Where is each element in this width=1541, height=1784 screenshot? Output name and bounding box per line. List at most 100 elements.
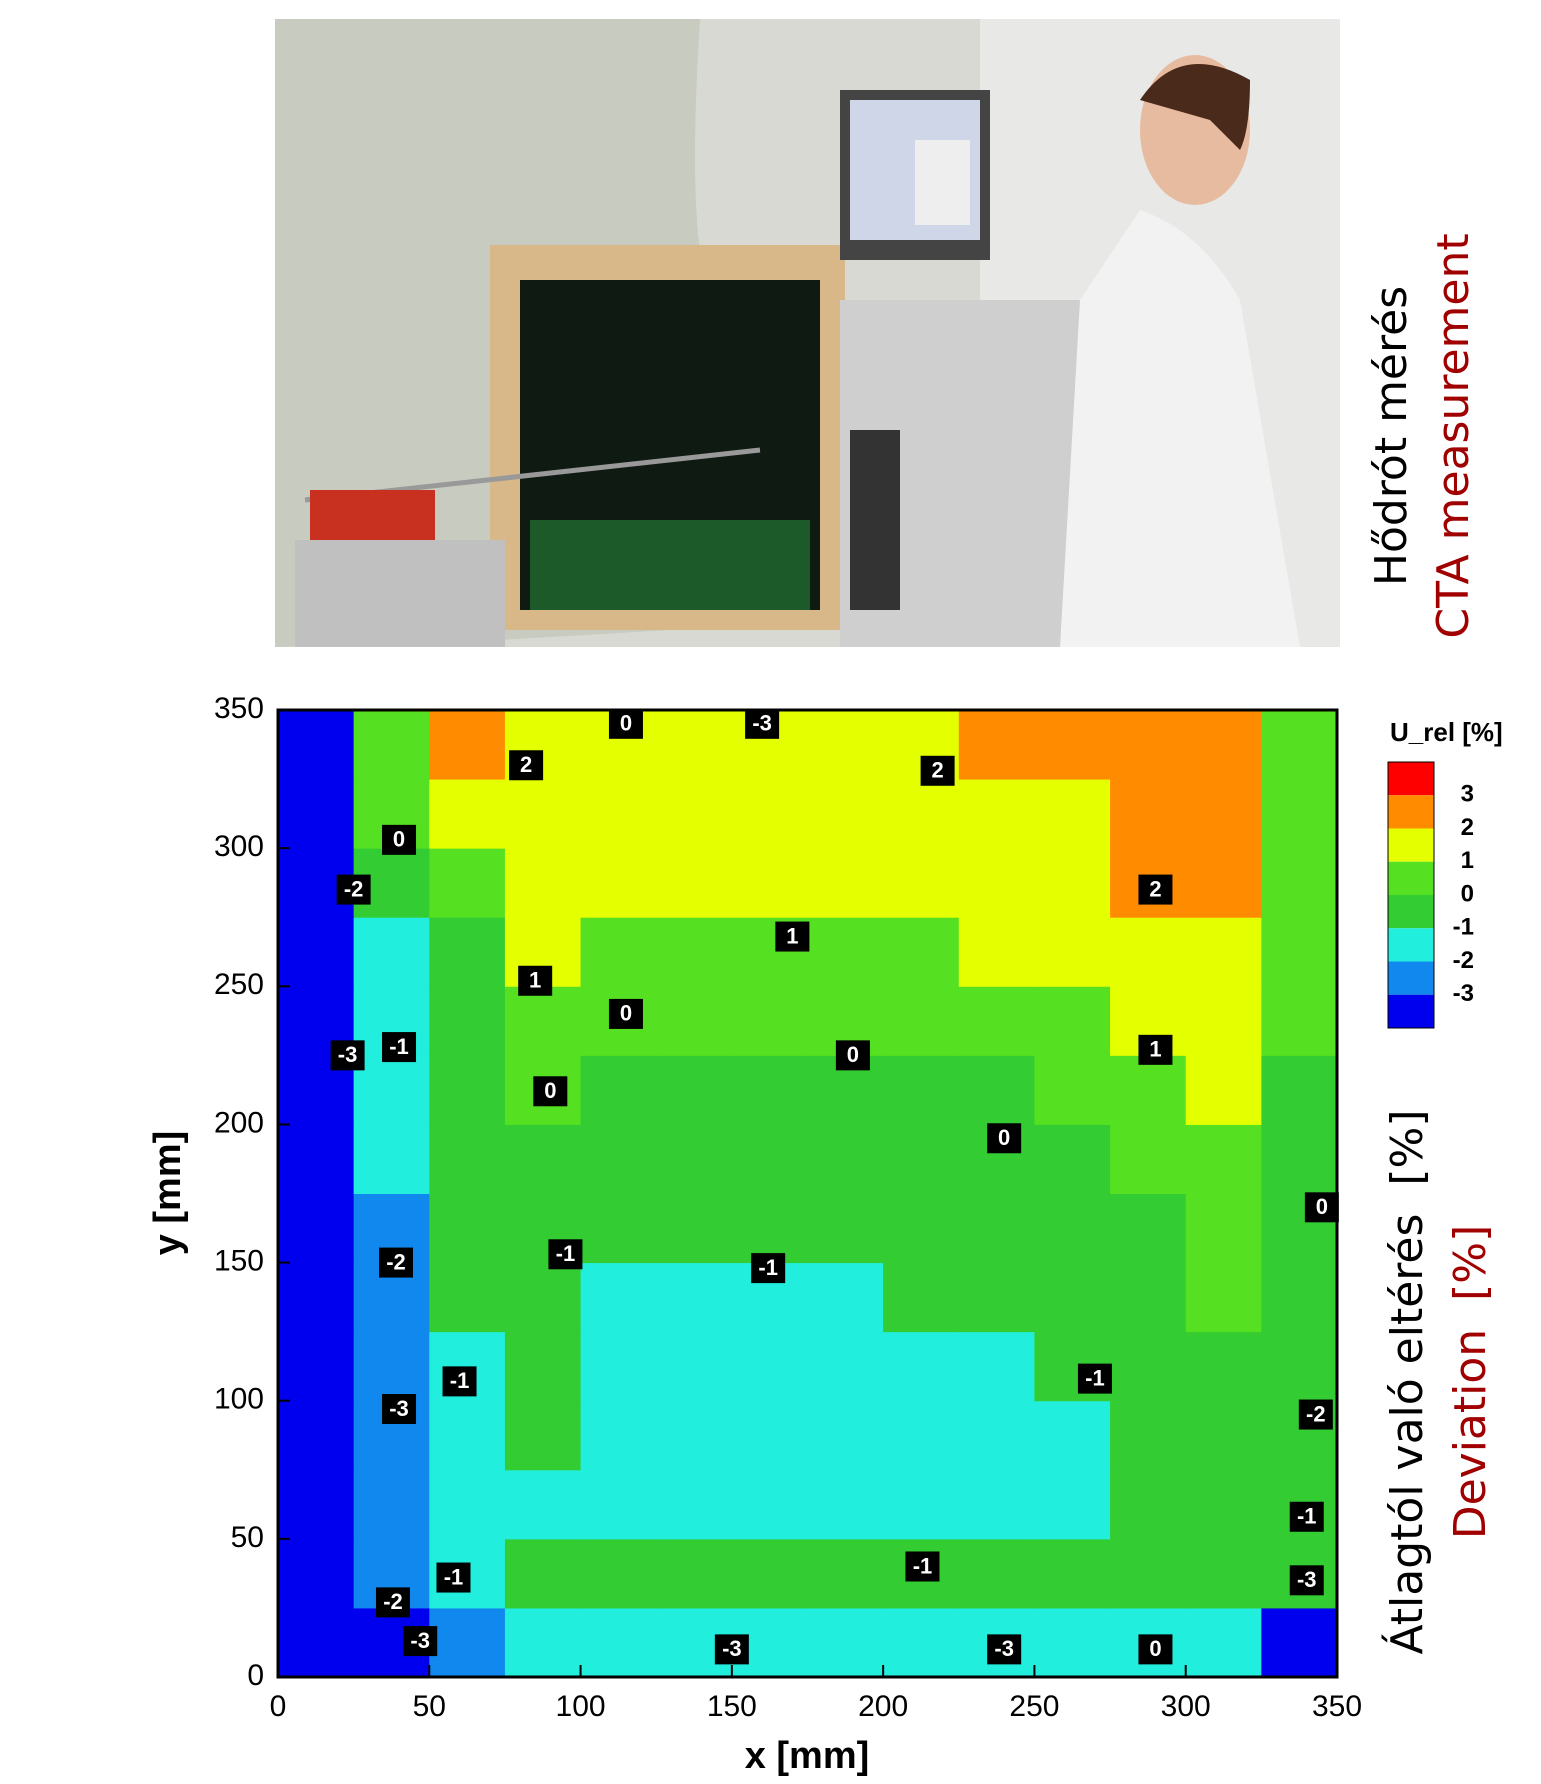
contour-cell (958, 1331, 1035, 1402)
contour-label: -3 (410, 1628, 430, 1653)
photo-caption-hu: Hődrót mérés (1366, 286, 1417, 586)
y-tick-label: 100 (214, 1383, 264, 1416)
contour-cell (1110, 1400, 1187, 1471)
contour-cell (1261, 1262, 1338, 1333)
contour-cell (429, 1124, 506, 1194)
contour-label: -3 (994, 1636, 1014, 1661)
contour-cells (278, 710, 1338, 1678)
contour-cell (883, 779, 960, 849)
contour-cell (1261, 710, 1338, 780)
colorbar-box (1388, 861, 1434, 895)
contour-label: -3 (1297, 1567, 1317, 1592)
contour-cell (731, 1469, 808, 1540)
contour-cell (278, 917, 355, 987)
contour-label-bg (745, 708, 780, 739)
contour-cell (580, 1400, 657, 1471)
contour-cell (958, 1262, 1035, 1333)
contour-cell (656, 986, 733, 1056)
contour-cell (731, 986, 808, 1056)
contour-cell (958, 710, 1035, 780)
contour-label-bg (1138, 1634, 1173, 1665)
contour-cell (278, 1469, 355, 1540)
contour-cell (1034, 1262, 1111, 1333)
contour-cell (1034, 1538, 1111, 1609)
plot-frame (276, 708, 1339, 1679)
contour-cell (1185, 1400, 1262, 1471)
contour-cell (580, 1607, 657, 1678)
contour-cell (958, 1469, 1035, 1540)
contour-cell (883, 1469, 960, 1540)
contour-label: -2 (386, 1249, 406, 1274)
contour-label: -1 (1297, 1504, 1317, 1529)
x-tick-label: 100 (556, 1690, 606, 1723)
contour-cell (1185, 986, 1262, 1056)
x-tick-label: 150 (707, 1690, 757, 1723)
contour-cell (958, 848, 1035, 918)
contour-label-bg (436, 1562, 471, 1593)
contour-label: -1 (1085, 1365, 1105, 1390)
contour-label: -1 (758, 1255, 778, 1280)
contour-cell (1261, 986, 1338, 1056)
contour-label-bg (751, 1253, 786, 1284)
contour-cell (807, 1607, 884, 1678)
contour-cell (1034, 917, 1111, 987)
colorbar-label: 2 (1461, 814, 1474, 841)
colorbar-label: -2 (1453, 947, 1474, 974)
contour-cell (1261, 848, 1338, 918)
contour-label-bg (336, 874, 371, 905)
contour-cell (504, 779, 582, 849)
contour-label-bg (920, 755, 955, 786)
contour-label: 1 (786, 923, 798, 948)
contour-cell (656, 1538, 733, 1609)
contour-cell (1034, 710, 1111, 780)
contour-label: -2 (383, 1589, 403, 1614)
contour-cell (1261, 1607, 1338, 1678)
contour-cell (1185, 1469, 1262, 1540)
contour-cell (504, 1262, 582, 1333)
contour-label: -2 (1306, 1401, 1326, 1426)
contour-cell (353, 1469, 430, 1540)
contour-label: -3 (389, 1396, 409, 1421)
y-tick-label: 300 (214, 830, 264, 863)
contour-cell (1110, 1055, 1187, 1125)
contour-cell (278, 1331, 355, 1402)
contour-label: -2 (344, 876, 364, 901)
contour-cell (807, 1400, 884, 1471)
colorbar-box (1388, 928, 1434, 962)
contour-cell (353, 1055, 430, 1125)
contour-cell (958, 1055, 1035, 1125)
contour-label: 0 (998, 1125, 1010, 1150)
colorbar-box (1388, 961, 1434, 995)
contour-cell (731, 1124, 808, 1194)
contour-cell (1261, 779, 1338, 849)
contour-cell (883, 1124, 960, 1194)
contour-cell (958, 986, 1035, 1056)
contour-cell (807, 1193, 884, 1264)
contour-cell (807, 1538, 884, 1609)
contour-cell (1110, 917, 1187, 987)
contour-cell (1034, 779, 1111, 849)
contour-label: -3 (752, 711, 772, 736)
contour-cell (656, 1331, 733, 1402)
x-tick-label: 300 (1161, 1690, 1211, 1723)
contour-cell (656, 848, 733, 918)
contour-label: -1 (444, 1564, 464, 1589)
contour-cell (656, 1262, 733, 1333)
colorbar-label: 0 (1461, 880, 1474, 907)
contour-cell (1185, 1262, 1262, 1333)
contour-label-bg (1138, 874, 1173, 905)
contour-cell (429, 1469, 506, 1540)
contour-label-bg (509, 750, 544, 781)
contour-cell (429, 848, 506, 918)
contour-cell (504, 1607, 582, 1678)
x-tick-label: 0 (270, 1690, 287, 1723)
contour-cell (1185, 710, 1262, 780)
contour-cell (580, 848, 657, 918)
contour-cell (1185, 848, 1262, 918)
contour-cell (278, 1538, 355, 1609)
contour-cell (1034, 848, 1111, 918)
contour-cell (1110, 1469, 1187, 1540)
contour-cell (958, 1193, 1035, 1264)
contour-cell (1185, 779, 1262, 849)
